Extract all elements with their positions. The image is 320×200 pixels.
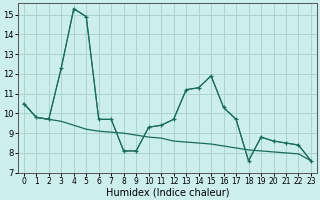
X-axis label: Humidex (Indice chaleur): Humidex (Indice chaleur)	[106, 187, 229, 197]
